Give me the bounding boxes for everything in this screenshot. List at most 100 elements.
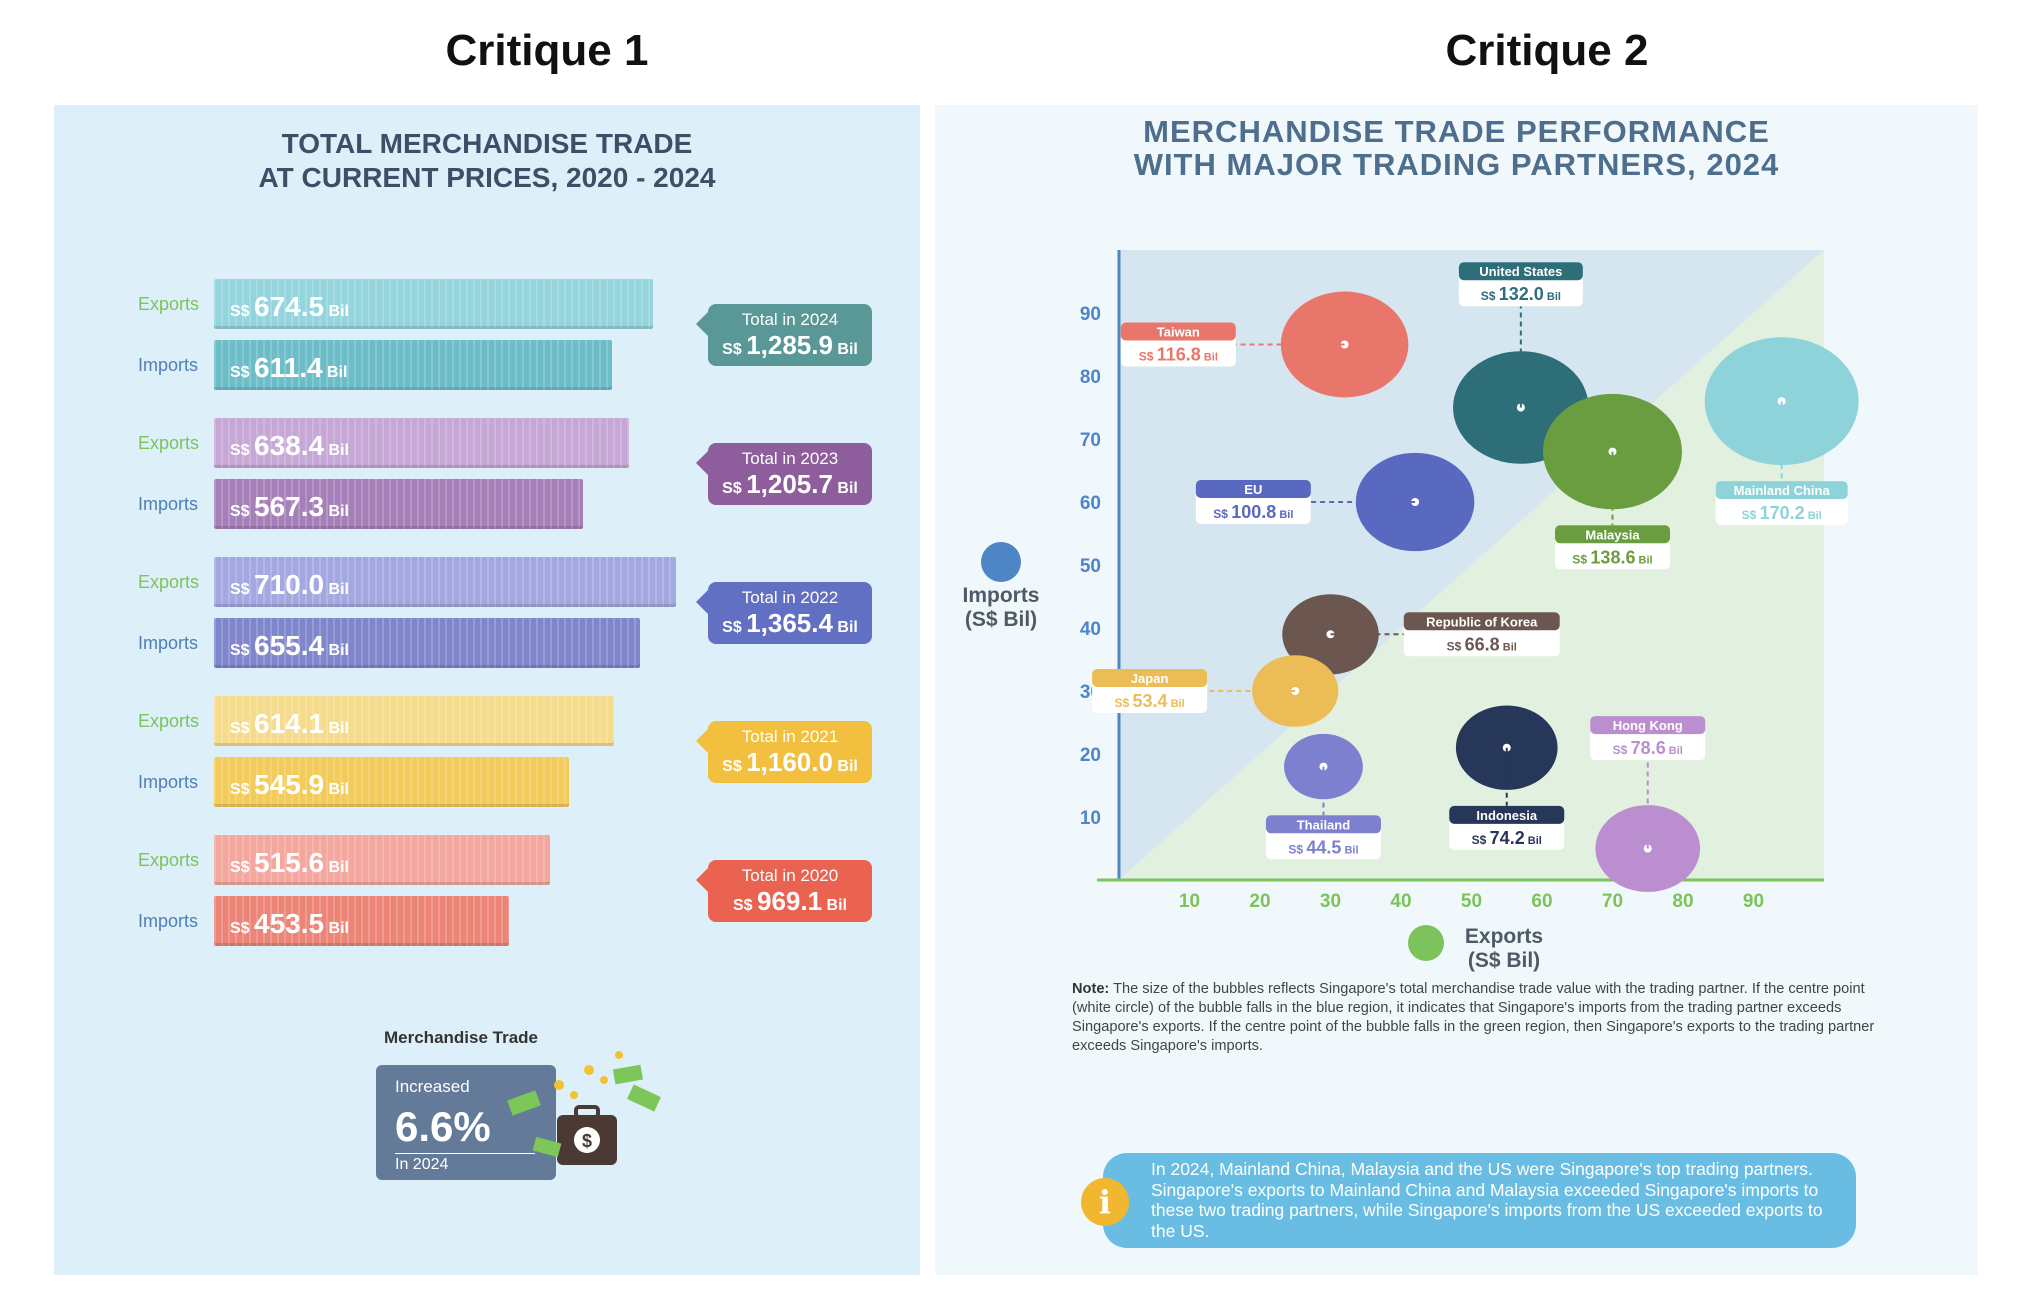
info-text: In 2024, Mainland China, Malaysia and th…	[1151, 1159, 1823, 1241]
currency-label: S$	[230, 642, 255, 659]
exports-bar: S$ 614.1 Bil	[214, 696, 614, 746]
info-icon: i	[1081, 1178, 1129, 1226]
partner-name: EU	[1244, 482, 1262, 497]
currency-label: S$	[230, 364, 255, 381]
currency-label: S$	[230, 781, 255, 798]
summary-line1: Increased	[395, 1077, 470, 1096]
exports-bar-value: S$ 614.1 Bil	[230, 708, 349, 740]
label-header	[1715, 481, 1848, 500]
unit-label: Bil	[832, 480, 858, 497]
x-tick-label: 30	[1320, 891, 1341, 912]
unit-label: Bil	[324, 581, 349, 598]
y-tick-label: 80	[1080, 367, 1101, 388]
summary-divider	[395, 1153, 535, 1154]
total-number: 1,205.7	[746, 469, 833, 499]
y-tick-label: 20	[1080, 745, 1101, 766]
partner-name: Republic of Korea	[1426, 614, 1538, 629]
exports-bar: S$ 710.0 Bil	[214, 557, 676, 607]
total-label: Total in 2023	[741, 449, 839, 468]
unit-label: Bil	[324, 920, 349, 937]
exports-bar: S$ 515.6 Bil	[214, 835, 550, 885]
unit-label: Bil	[322, 364, 348, 381]
label-header	[1265, 815, 1381, 834]
imports-row-label: Imports	[138, 633, 199, 653]
note-label: Note:	[1072, 981, 1110, 997]
bar-value-number: 655.4	[254, 630, 325, 661]
label-header	[1458, 262, 1583, 281]
partner-total: S$ 66.8 Bil	[1447, 634, 1517, 654]
y-tick-label: 50	[1080, 556, 1101, 577]
unit-label: Bil	[324, 303, 349, 320]
total-value: S$ 1,365.4 Bil	[708, 608, 872, 639]
partner-total: S$ 44.5 Bil	[1288, 837, 1358, 857]
y-tick-label: 90	[1080, 304, 1101, 325]
x-tick-label: 50	[1461, 891, 1482, 912]
partner-name: Thailand	[1297, 817, 1351, 832]
currency-label: S$	[733, 897, 758, 914]
y-axis-title-line1: Imports	[962, 584, 1039, 607]
partner-total: S$ 116.8 Bil	[1139, 345, 1218, 365]
exports-row-label: Exports	[138, 433, 200, 453]
currency-label: S$	[230, 442, 255, 459]
partner-total: S$ 53.4 Bil	[1115, 691, 1185, 711]
total-callout: Total in 2021 S$ 1,160.0 Bil	[696, 721, 872, 783]
y-tick-label: 70	[1080, 430, 1101, 451]
currency-label: S$	[722, 341, 747, 358]
total-label: Total in 2024	[741, 310, 839, 329]
label-header	[1195, 480, 1311, 498]
currency-label: S$	[230, 920, 255, 937]
y-tick-label: 10	[1080, 808, 1101, 829]
exports-row-label: Exports	[138, 850, 200, 870]
currency-label: S$	[722, 619, 747, 636]
bar-value-number: 453.5	[254, 908, 325, 939]
total-callout: Total in 2022 S$ 1,365.4 Bil	[696, 582, 872, 644]
trade-bar-infographic: TOTAL MERCHANDISE TRADE AT CURRENT PRICE…	[54, 105, 920, 1275]
total-number: 1,285.9	[746, 330, 833, 360]
unit-label: Bil	[324, 442, 349, 459]
x-tick-label: 80	[1672, 891, 1693, 912]
svg-text:$: $	[582, 1131, 592, 1151]
imports-bar: S$ 567.3 Bil	[214, 479, 584, 529]
label-header	[1590, 716, 1706, 735]
exports-row-label: Exports	[138, 294, 200, 314]
bar-chart-title: TOTAL MERCHANDISE TRADE AT CURRENT PRICE…	[54, 127, 920, 195]
total-label: Total in 2020	[741, 866, 839, 885]
critique-2-heading: Critique 2	[1445, 26, 1649, 75]
bar-chart-title-line1: TOTAL MERCHANDISE TRADE	[281, 128, 693, 159]
exports-icon	[1408, 925, 1444, 961]
bar-chart-title-line2: AT CURRENT PRICES, 2020 - 2024	[258, 162, 716, 193]
summary-label: Merchandise Trade	[384, 1028, 539, 1047]
exports-bar: S$ 674.5 Bil	[214, 279, 653, 329]
imports-bar: S$ 611.4 Bil	[214, 340, 612, 390]
y-axis-title-line2: (S$ Bil)	[965, 608, 1037, 631]
label-header	[1555, 525, 1670, 544]
partner-name: Malaysia	[1585, 527, 1640, 542]
bubble-chart-title: MERCHANDISE TRADE PERFORMANCE WITH MAJOR…	[935, 115, 1978, 181]
currency-label: S$	[230, 859, 255, 876]
total-number: 1,365.4	[746, 608, 833, 638]
imports-icon	[981, 542, 1021, 582]
total-value: S$ 1,160.0 Bil	[708, 747, 872, 778]
imports-bar-value: S$ 545.9 Bil	[230, 769, 349, 801]
unit-label: Bil	[832, 758, 858, 775]
note-text: The size of the bubbles reflects Singapo…	[1072, 981, 1875, 1054]
partner-total: S$ 132.0 Bil	[1481, 284, 1561, 304]
currency-label: S$	[722, 758, 747, 775]
summary-value: 6.6%	[395, 1103, 491, 1150]
summary-line3: In 2024	[395, 1156, 449, 1173]
partner-name: Hong Kong	[1613, 718, 1683, 733]
imports-row-label: Imports	[138, 494, 199, 514]
imports-bar: S$ 545.9 Bil	[214, 757, 570, 807]
label-header	[1120, 322, 1236, 341]
total-value: S$ 1,285.9 Bil	[708, 330, 872, 361]
label-header	[1449, 805, 1565, 824]
summary-box: Increased 6.6% In 2024	[376, 1065, 556, 1180]
partner-name: United States	[1479, 264, 1562, 279]
imports-row-label: Imports	[138, 355, 199, 375]
x-axis-title-line1: Exports	[1465, 925, 1543, 948]
imports-bar-value: S$ 655.4 Bil	[230, 630, 349, 662]
imports-row-label: Imports	[138, 772, 199, 792]
imports-bar-value: S$ 567.3 Bil	[230, 491, 349, 523]
unit-label: Bil	[832, 341, 858, 358]
